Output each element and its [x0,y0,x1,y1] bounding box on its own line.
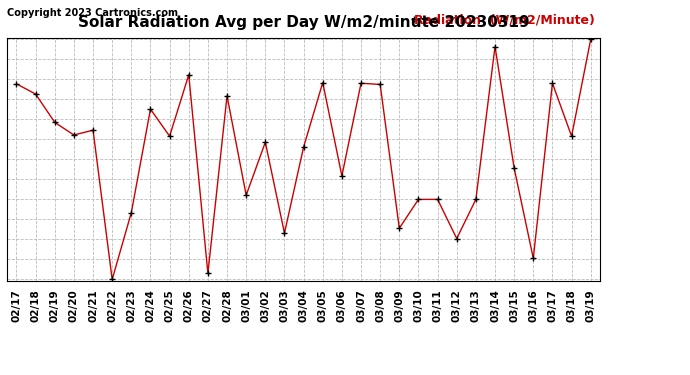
Radiation  (W/m2/Minute) [89,128,97,132]
Radiation  (W/m2/Minute) [223,94,231,98]
Radiation  (W/m2/Minute) [586,37,595,42]
Radiation  (W/m2/Minute) [127,210,135,215]
Radiation  (W/m2/Minute) [433,197,442,202]
Radiation  (W/m2/Minute) [108,277,117,282]
Radiation  (W/m2/Minute) [50,120,59,124]
Radiation  (W/m2/Minute) [549,81,557,86]
Radiation  (W/m2/Minute) [166,134,174,138]
Radiation  (W/m2/Minute) [414,197,422,202]
Radiation  (W/m2/Minute) [280,231,288,236]
Radiation  (W/m2/Minute) [529,256,538,261]
Text: Solar Radiation Avg per Day W/m2/minute 20230319: Solar Radiation Avg per Day W/m2/minute … [78,15,529,30]
Radiation  (W/m2/Minute) [453,236,461,241]
Radiation  (W/m2/Minute) [510,166,518,170]
Radiation  (W/m2/Minute) [472,197,480,202]
Radiation  (W/m2/Minute) [376,82,384,87]
Radiation  (W/m2/Minute) [32,92,40,96]
Text: Copyright 2023 Cartronics.com: Copyright 2023 Cartronics.com [7,8,178,18]
Radiation  (W/m2/Minute) [491,44,499,49]
Radiation  (W/m2/Minute) [567,134,575,138]
Radiation  (W/m2/Minute) [242,193,250,197]
Radiation  (W/m2/Minute) [146,107,155,111]
Radiation  (W/m2/Minute) [262,140,270,144]
Legend: Radiation  (W/m2/Minute): Radiation (W/m2/Minute) [409,8,600,31]
Line: Radiation  (W/m2/Minute): Radiation (W/m2/Minute) [13,36,594,283]
Radiation  (W/m2/Minute) [70,133,78,137]
Radiation  (W/m2/Minute) [395,226,404,231]
Radiation  (W/m2/Minute) [12,82,21,86]
Radiation  (W/m2/Minute) [337,174,346,178]
Radiation  (W/m2/Minute) [185,73,193,77]
Radiation  (W/m2/Minute) [319,80,327,85]
Radiation  (W/m2/Minute) [204,271,212,276]
Radiation  (W/m2/Minute) [299,145,308,149]
Radiation  (W/m2/Minute) [357,81,365,86]
